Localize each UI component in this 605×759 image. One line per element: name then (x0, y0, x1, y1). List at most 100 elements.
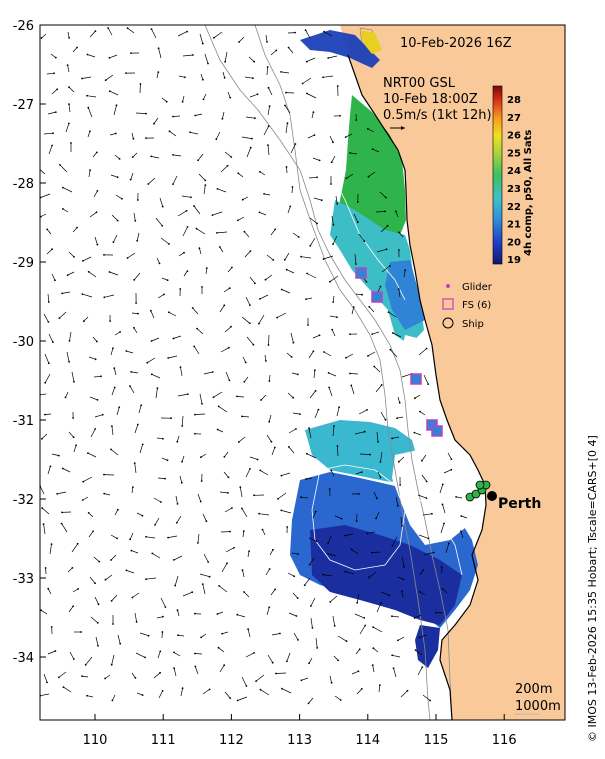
velocity-vector (133, 212, 136, 221)
velocity-vector-head (367, 175, 370, 178)
velocity-vector (242, 531, 245, 538)
velocity-vector (313, 370, 316, 379)
velocity-vector (173, 154, 182, 157)
velocity-vector-head (322, 258, 325, 260)
colorbar-tick-label: 22 (507, 202, 521, 213)
velocity-vector (93, 190, 98, 198)
velocity-vector-head (61, 511, 63, 514)
velocity-vector (93, 556, 100, 562)
velocity-vector-head (129, 178, 132, 181)
velocity-vector (196, 228, 206, 235)
velocity-vector (397, 416, 404, 419)
velocity-vector-head (44, 567, 47, 569)
velocity-vector (47, 650, 56, 655)
velocity-vector (194, 666, 199, 675)
velocity-vector (199, 573, 210, 578)
velocity-scale-arrow-icon (390, 126, 405, 130)
product-line-2: 10-Feb 18:00Z (383, 92, 478, 107)
velocity-vector-head (181, 100, 184, 103)
velocity-vector (315, 637, 318, 648)
velocity-vector-head (205, 520, 208, 523)
y-tick-label: -27 (13, 98, 34, 113)
velocity-vector (46, 248, 53, 255)
velocity-vector-head (158, 262, 161, 265)
velocity-vector (58, 671, 67, 678)
velocity-vector-head (253, 60, 256, 63)
velocity-vector (177, 31, 188, 37)
velocity-vector-head (104, 677, 106, 680)
velocity-vector (193, 346, 200, 355)
velocity-vector (390, 349, 398, 358)
velocity-vector-head (280, 474, 283, 477)
float-square[interactable] (355, 267, 367, 279)
velocity-vector-head (229, 697, 232, 699)
velocity-vector (41, 433, 48, 440)
plot-frame (39, 24, 566, 721)
velocity-vector (337, 445, 339, 457)
velocity-vector-head (86, 694, 88, 697)
float-square[interactable] (431, 425, 443, 437)
velocity-vector-head (256, 458, 259, 461)
velocity-vector (216, 231, 228, 234)
velocity-vector-head (204, 184, 207, 187)
velocity-vector (151, 28, 157, 39)
velocity-vector-head (274, 228, 277, 231)
velocity-vector-head (397, 639, 399, 642)
velocity-vector-head (207, 62, 209, 65)
velocity-vector-head (276, 316, 278, 319)
velocity-vector-head (92, 530, 94, 533)
velocity-vector-head (173, 667, 176, 670)
velocity-vector (345, 571, 355, 575)
velocity-vector-head (97, 603, 100, 606)
velocity-vector (197, 533, 200, 543)
velocity-vector (195, 113, 203, 116)
x-tick-label: 113 (287, 733, 312, 748)
velocity-vector (157, 651, 161, 659)
velocity-vector (71, 371, 75, 382)
velocity-vector-head (180, 481, 183, 484)
ship-circle-icon[interactable] (475, 480, 485, 490)
velocity-vector-head (238, 41, 241, 43)
velocity-vector-head (194, 665, 197, 668)
velocity-vector-head (86, 94, 88, 97)
velocity-vector-head (94, 428, 97, 430)
velocity-vector-head (230, 156, 233, 158)
velocity-vector (199, 248, 202, 255)
velocity-vector-head (172, 183, 174, 186)
velocity-vector-head (221, 632, 224, 635)
velocity-vector (260, 470, 269, 476)
velocity-vector (440, 523, 445, 534)
velocity-vector-head (116, 176, 119, 179)
velocity-vector (306, 297, 313, 300)
velocity-vector (200, 73, 204, 80)
velocity-vector (293, 632, 299, 641)
float-square[interactable] (410, 373, 422, 385)
velocity-vector-head (360, 688, 363, 690)
velocity-vector (88, 512, 94, 518)
velocity-vector-head (144, 656, 146, 659)
velocity-vector-head (304, 29, 307, 32)
velocity-vector-head (49, 465, 52, 468)
velocity-vector (219, 491, 228, 494)
velocity-vector (368, 571, 377, 578)
velocity-vector (173, 335, 182, 339)
velocity-vector (104, 493, 111, 496)
glider-dot-icon (446, 284, 450, 288)
velocity-vector-head (265, 360, 267, 362)
velocity-vector-head (249, 250, 252, 253)
velocity-vector-head (344, 534, 347, 537)
velocity-vector-head (330, 161, 333, 164)
velocity-vector (445, 543, 450, 554)
velocity-vector-head (172, 115, 174, 118)
velocity-vector (281, 472, 291, 476)
velocity-vector-head (129, 385, 131, 387)
velocity-vector (114, 331, 121, 336)
velocity-vector (371, 551, 381, 553)
velocity-vector (270, 50, 277, 56)
velocity-vector (307, 134, 315, 139)
velocity-vector-head (168, 130, 171, 133)
float-square[interactable] (371, 291, 383, 303)
velocity-vector (239, 487, 243, 498)
ship-circle-icon[interactable] (471, 489, 481, 499)
velocity-vector (223, 471, 229, 478)
